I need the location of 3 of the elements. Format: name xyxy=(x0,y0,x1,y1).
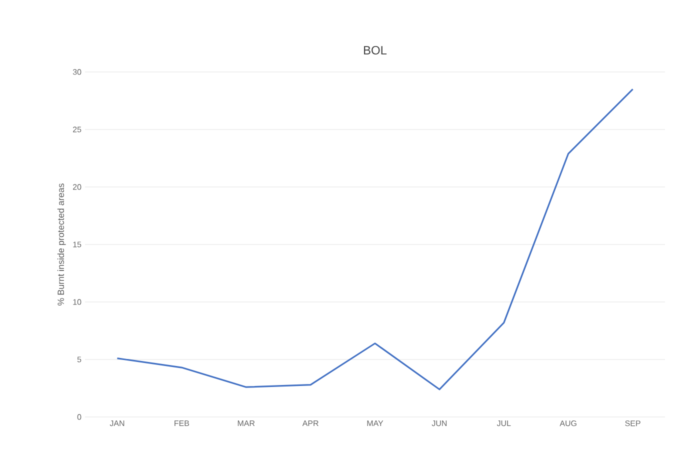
y-axis-title: % Burnt inside protected areas xyxy=(57,184,66,306)
chart-title: BOL xyxy=(364,46,387,54)
line-series xyxy=(116,88,634,390)
